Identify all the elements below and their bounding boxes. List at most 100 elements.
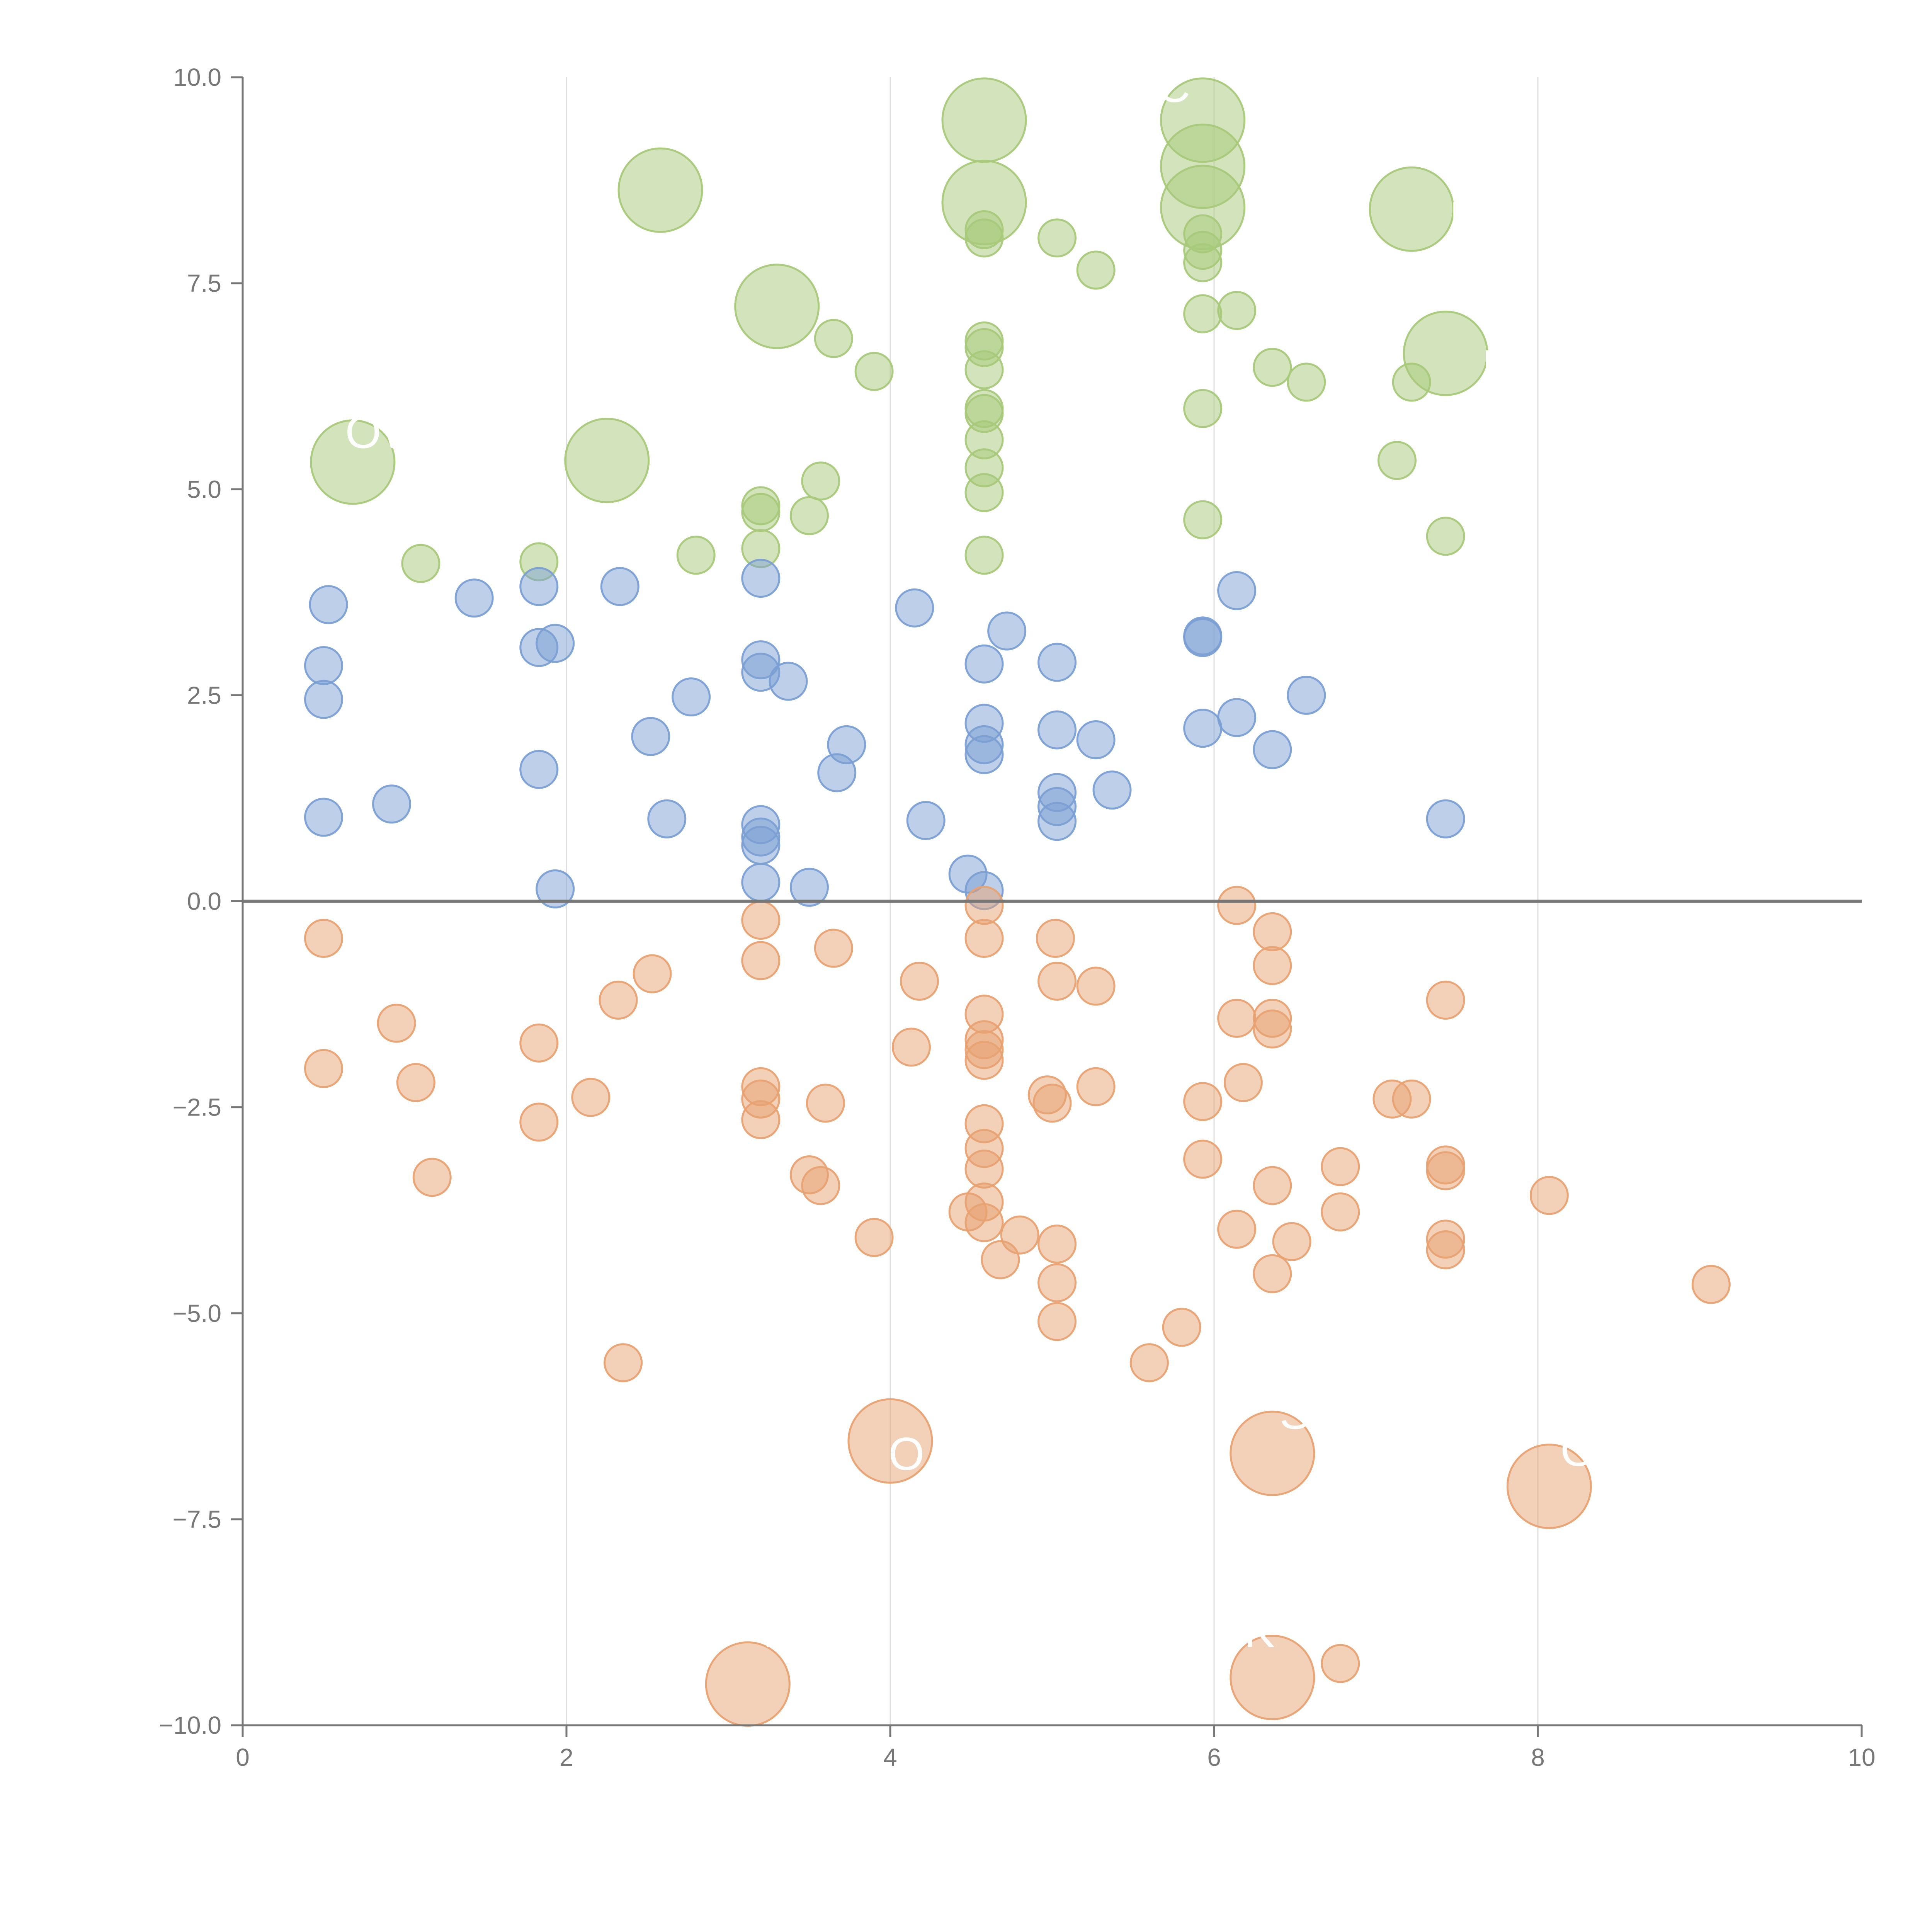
bubble-blue-14	[647, 799, 687, 838]
bubble-blue-27	[906, 801, 946, 840]
bubble-orange-3	[396, 1063, 435, 1102]
x-tick-label: 6	[1207, 1743, 1221, 1771]
bubble-orange-63	[1321, 1644, 1360, 1683]
bubble-orange-49	[1183, 1139, 1223, 1179]
bubble-orange-58	[1253, 1166, 1292, 1205]
bubble-orange-19	[814, 929, 853, 968]
y-tick-label: −5.0	[173, 1299, 221, 1327]
bubble-orange-44	[1076, 966, 1116, 1006]
bubble-green-44	[1369, 166, 1454, 252]
bubble-green-20	[964, 536, 1004, 575]
bubble-orange-1	[304, 1049, 343, 1088]
bubble-orange-7	[571, 1078, 611, 1117]
bubble-green-37	[617, 147, 703, 233]
bubbles	[304, 77, 1731, 1727]
bubble-orange-48	[1183, 1082, 1223, 1121]
bubble-blue-36	[1037, 710, 1077, 750]
bubble-label: O	[1560, 1424, 1596, 1476]
bubble-orange-20	[854, 1218, 894, 1257]
bubble-blue-49	[1426, 799, 1465, 838]
bubble-orange-17	[801, 1166, 840, 1205]
bubble-green-14	[964, 350, 1004, 389]
bubble-orange-9	[633, 954, 672, 993]
bubble-blue-37	[1076, 720, 1116, 760]
y-tick-label: 10.0	[173, 63, 221, 91]
bubble-orange-68	[1426, 1151, 1465, 1190]
bubble-orange-52	[1217, 1209, 1257, 1249]
bubble-orange-75	[1506, 1444, 1592, 1529]
bubble-orange-0	[304, 918, 343, 958]
bubble-blue-41	[1092, 770, 1132, 810]
bubble-orange-65	[1392, 1079, 1431, 1119]
bubble-orange-39	[1036, 918, 1075, 958]
bubble-label: S	[1279, 1387, 1310, 1439]
bubble-blue-4	[372, 784, 411, 824]
bubble-orange-74	[1230, 1410, 1315, 1496]
bubble-orange-6	[519, 1102, 559, 1142]
bubble-orange-62	[1321, 1192, 1360, 1231]
bubble-green-43	[1160, 165, 1246, 250]
axes	[242, 77, 1862, 1726]
series-green	[310, 77, 1488, 583]
bubble-orange-15	[741, 1100, 781, 1139]
bubble-orange-53	[1223, 1063, 1263, 1102]
bubble-label: O	[888, 1428, 924, 1480]
bubble-label: OW	[345, 406, 425, 458]
bubble-orange-70	[1426, 1230, 1465, 1270]
bubble-blue-23	[790, 867, 829, 907]
x-tick-label: 0	[236, 1743, 250, 1771]
x-tick-label: 10	[1848, 1743, 1875, 1771]
y-tick-label: 7.5	[187, 269, 221, 297]
bubble-orange-42	[1037, 1263, 1077, 1303]
bubble-blue-9	[519, 750, 559, 789]
bubble-green-35	[310, 419, 396, 505]
bubble-blue-46	[1217, 698, 1257, 737]
bubble-blue-6	[519, 567, 559, 606]
bubble-blue-10	[536, 869, 575, 909]
bubble-label: S	[1166, 353, 1197, 405]
bubble-orange-51	[1217, 998, 1257, 1038]
bubble-blue-21	[741, 825, 781, 865]
bubble-green-32	[1377, 441, 1417, 480]
bubble-orange-25	[964, 918, 1004, 958]
bubble-blue-30	[987, 611, 1027, 651]
y-tick-label: 0.0	[187, 888, 221, 915]
bubble-orange-72	[1691, 1265, 1731, 1304]
bubble-orange-29	[964, 1041, 1004, 1080]
ticks: 0 2 4 6 8 10 10.0 7.5 5.0 2.5 0.0 −2.5 −5.0 −7.5 −10.0	[159, 63, 1876, 1771]
bubble-orange-11	[741, 901, 781, 940]
bubble-orange-32	[964, 1150, 1004, 1189]
bubble-label: P	[1449, 192, 1480, 244]
bubble-green-19	[964, 473, 1004, 512]
bubble-blue-35	[1037, 643, 1077, 682]
bubble-orange-38	[1032, 1083, 1072, 1123]
bubble-green-27	[1183, 389, 1223, 428]
bubble-orange-77	[1230, 1634, 1315, 1720]
series-orange	[304, 886, 1731, 1727]
bubble-orange-71	[1529, 1176, 1569, 1215]
x-tick-label: 4	[883, 1743, 897, 1771]
bubble-orange-66	[1426, 980, 1465, 1020]
bubble-orange-18	[806, 1083, 845, 1123]
bubble-orange-22	[900, 961, 939, 1001]
bubble-blue-13	[672, 677, 711, 717]
bubble-orange-55	[1253, 946, 1292, 985]
bubble-green-4	[741, 493, 781, 532]
bubble-orange-59	[1253, 1254, 1292, 1293]
y-tick-label: 2.5	[187, 681, 221, 709]
bubble-blue-34	[964, 735, 1004, 774]
bubble-green-40	[941, 160, 1027, 245]
bubble-label: CHI	[1020, 60, 1100, 112]
bubble-green-45	[1403, 310, 1488, 396]
bubble-green-26	[1183, 294, 1223, 333]
bubble-green-8	[814, 319, 853, 358]
bubble-green-0	[401, 544, 440, 583]
bubble-green-6	[790, 496, 829, 535]
bubble-green-29	[1217, 291, 1257, 330]
y-tick-label: 5.0	[187, 475, 221, 503]
bubble-green-21	[1037, 218, 1077, 258]
bubble-orange-4	[412, 1158, 452, 1197]
bubble-blue-11	[600, 567, 639, 606]
bubble-orange-24	[964, 886, 1004, 925]
